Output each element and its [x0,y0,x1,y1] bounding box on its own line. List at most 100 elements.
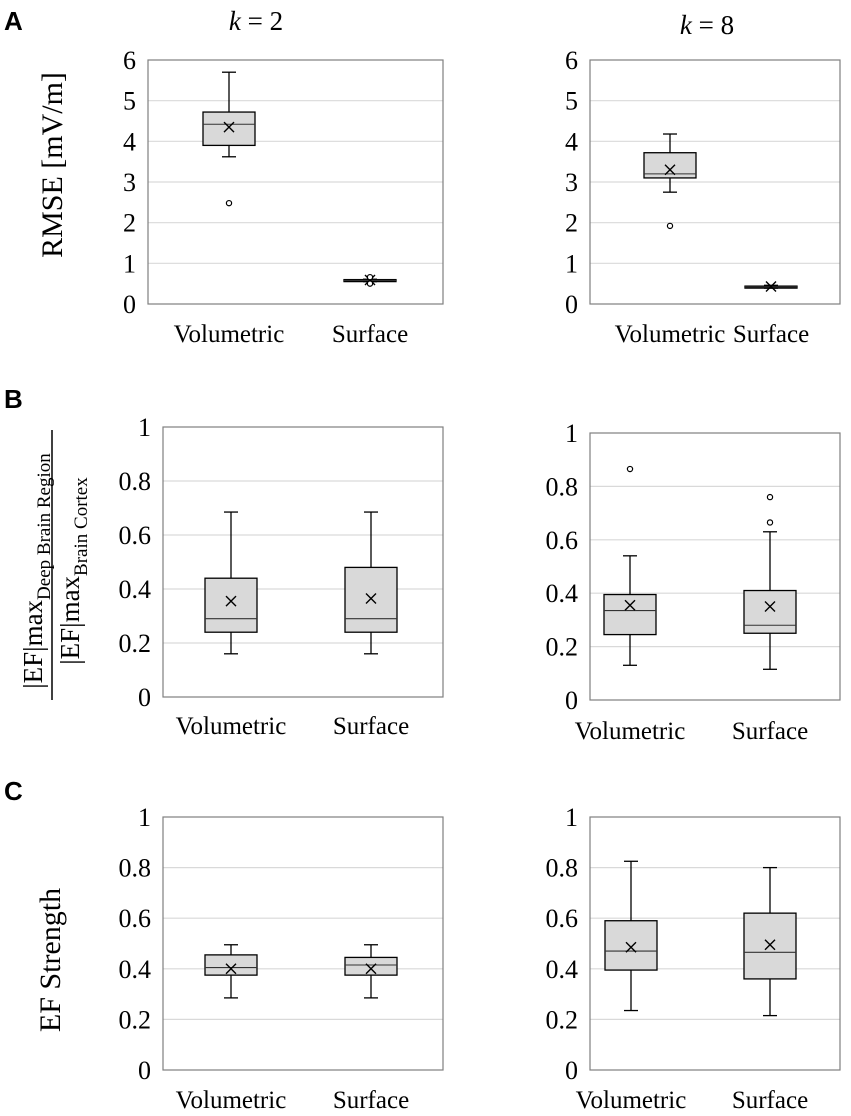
box-iqr [604,920,658,971]
plot-frame [589,432,841,701]
y-tick-label: 0 [565,1056,578,1085]
mean-marker [625,941,637,953]
mean-marker [765,281,777,293]
y-tick-label: 0.2 [119,629,152,658]
y-tick-label: 0.8 [546,854,579,883]
box-volumetric [604,860,658,1012]
plot-frame [162,426,444,698]
y-tick-label: 0.4 [119,575,152,604]
box-iqr [204,577,258,633]
ratio-denominator: |EF|maxBrain Cortex [55,477,92,665]
box-surface [343,273,397,287]
box-surface [743,866,797,1017]
column-title-k8: k = 8 [680,10,734,40]
y-tick-label: 1 [138,413,151,442]
category-label: Surface [333,713,409,740]
y-tick-label: 0.6 [119,521,152,550]
category-label: Volumetric [174,321,285,348]
box-iqr [204,954,258,976]
denominator-main: |EF|max [55,575,85,664]
y-tick-label: 2 [565,209,578,238]
y-tick-label: 0.2 [546,633,579,662]
y-tick-label: 1 [138,803,151,832]
y-tick-label: 0.2 [546,1005,579,1034]
y-tick-label: 0 [565,686,578,715]
y-tick-label: 0.8 [119,854,152,883]
plot-b-k8: 0 0.2 0.4 0.6 0.8 1 Volumetric Surface [546,419,841,745]
mean-marker [624,599,636,611]
y-tick-label: 0.4 [119,955,152,984]
box-iqr [202,111,256,147]
outlier-point [366,280,374,287]
category-label: Volumetric [176,713,287,740]
box-iqr [743,912,797,980]
y-tick-label: 0.6 [119,904,152,933]
y-tick-label: 5 [565,87,578,116]
plot-a-k8: 0 1 2 3 4 5 6 Volumetric Surface [565,46,841,348]
outlier-point [666,222,674,230]
y-tick-label: 0.8 [119,467,152,496]
k-symbol: k [229,6,242,36]
y-tick-label: 0.2 [119,1005,152,1034]
mean-marker [225,595,237,607]
y-tick-label: 1 [123,249,136,278]
outlier-point [766,519,774,526]
mean-marker [664,164,676,176]
k-value: = 8 [692,10,734,40]
y-tick-label: 0 [138,683,151,712]
box-volumetric [202,71,256,207]
box-surface [344,511,398,655]
plot-c-k2: 0 0.2 0.4 0.6 0.8 1 Volumetric Surface [119,803,444,1114]
outlier-point [626,465,634,473]
mean-marker [365,592,377,604]
category-label: Surface [733,321,809,348]
plot-c-k8: 0 0.2 0.4 0.6 0.8 1 Volumetric Surface [546,803,841,1114]
denominator-sub: Brain Cortex [71,477,92,576]
y-tick-label: 3 [123,168,136,197]
box-iqr [344,566,398,633]
plot-frame [162,816,444,1071]
category-label: Surface [332,321,408,348]
category-label: Volumetric [575,718,686,745]
box-iqr [603,593,657,636]
mean-marker [764,939,776,951]
panel-letter-c: C [4,776,23,806]
k-value: = 2 [241,6,283,36]
y-tick-label: 5 [123,87,136,116]
y-tick-label: 4 [565,127,578,156]
y-tick-label: 1 [565,249,578,278]
y-tick-label: 0.4 [546,955,579,984]
category-label: Surface [333,1087,409,1114]
mean-marker [223,121,235,133]
plot-frame [589,816,841,1071]
y-tick-label: 1 [565,419,578,448]
box-iqr [743,589,797,634]
mean-marker [764,601,776,613]
y-tick-label: 0 [138,1056,151,1085]
plot-b-k2: 0 0.2 0.4 0.6 0.8 1 Volumetric Surface [119,413,444,740]
y-tick-label: 0.6 [546,904,579,933]
numerator-main: |EF|max [18,599,48,688]
outlier-point [225,199,233,207]
y-axis-label-ef-ratio: |EF|maxDeep Brain Region |EF|maxBrain Co… [18,430,92,700]
mean-marker [365,963,377,975]
outlier-point [366,273,374,281]
category-label: Volumetric [176,1087,287,1114]
y-tick-label: 6 [565,46,578,75]
y-tick-label: 3 [565,168,578,197]
y-tick-label: 1 [565,803,578,832]
column-title-k2: k = 2 [229,6,283,36]
plot-frame [589,59,841,305]
y-axis-label-ef-strength: EF Strength [34,888,67,1032]
y-tick-label: 0.4 [546,579,579,608]
box-surface [743,493,797,670]
box-volumetric [603,465,657,666]
y-tick-label: 6 [123,46,136,75]
k-symbol: k [680,10,693,40]
numerator-sub: Deep Brain Region [34,453,55,600]
y-tick-label: 0 [565,290,578,319]
y-axis-label-rmse: RMSE [mV/m] [36,72,69,258]
plot-frame [147,59,444,305]
category-label: Surface [732,1087,808,1114]
